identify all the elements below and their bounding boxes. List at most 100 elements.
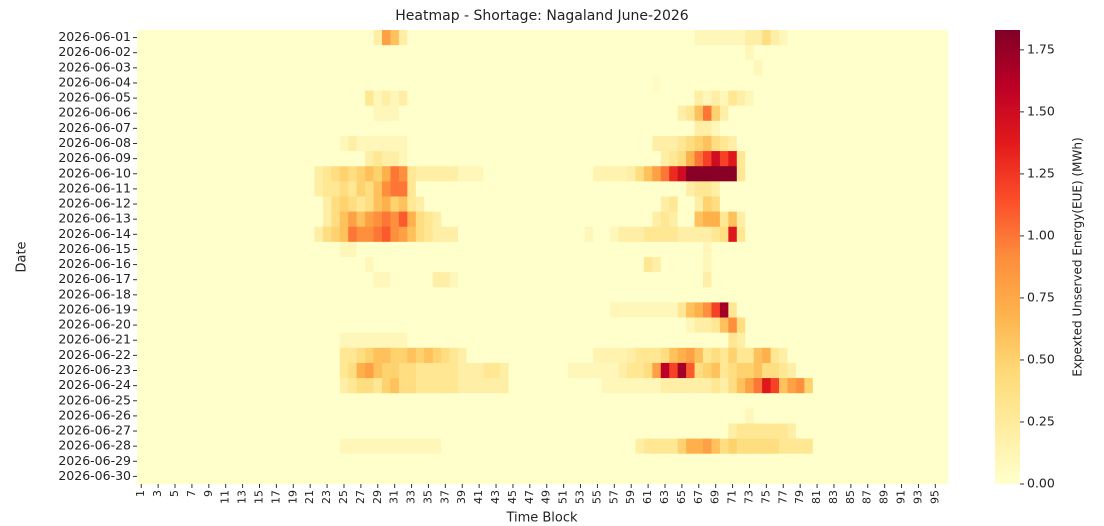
cell <box>305 408 315 424</box>
cell <box>652 45 662 61</box>
cell <box>542 378 552 394</box>
cell <box>517 438 527 455</box>
cell <box>838 257 848 273</box>
cell <box>601 408 611 424</box>
cell <box>888 332 898 349</box>
cell <box>584 45 594 61</box>
cell <box>584 317 594 334</box>
cell <box>466 226 476 243</box>
cell <box>880 90 890 107</box>
cell <box>559 151 569 167</box>
cell <box>677 45 687 61</box>
cell <box>567 378 577 394</box>
cell <box>424 30 434 46</box>
cell <box>322 468 332 485</box>
cell <box>719 287 729 303</box>
cell <box>491 257 501 273</box>
cell <box>213 453 222 470</box>
cell <box>280 151 290 167</box>
cell <box>255 378 265 394</box>
cell <box>449 120 459 137</box>
cell <box>398 135 408 152</box>
cell <box>618 378 628 394</box>
cell <box>610 468 619 485</box>
cell <box>762 196 771 212</box>
cell <box>432 120 442 137</box>
cell <box>905 90 915 107</box>
cell <box>331 196 341 212</box>
cell <box>365 60 374 76</box>
cell <box>838 196 848 212</box>
cell <box>272 468 282 485</box>
cell <box>348 287 358 303</box>
cell <box>871 75 881 91</box>
cell <box>356 393 366 409</box>
cell <box>593 151 603 167</box>
cell <box>331 120 341 137</box>
cell <box>204 181 214 197</box>
cell <box>559 90 569 107</box>
cell <box>137 151 146 167</box>
cell <box>179 120 189 137</box>
cell <box>635 317 645 334</box>
cell <box>821 196 831 212</box>
cell <box>643 317 653 334</box>
cell <box>390 90 400 107</box>
cell <box>711 196 721 212</box>
cell <box>145 211 155 228</box>
cell <box>162 423 172 439</box>
cell <box>398 257 408 273</box>
cell <box>449 393 459 409</box>
cell <box>314 362 324 379</box>
cell <box>424 120 434 137</box>
cell <box>424 438 434 455</box>
cell <box>373 135 383 152</box>
cell <box>660 120 670 137</box>
cell <box>618 151 628 167</box>
cell <box>618 423 628 439</box>
cell <box>770 166 780 182</box>
cell <box>289 302 298 318</box>
cell <box>441 120 450 137</box>
cell <box>187 317 197 334</box>
y-tick-label: 2026-06-28 <box>58 438 131 453</box>
cell <box>939 423 949 439</box>
cell <box>643 302 653 318</box>
cell <box>728 347 738 364</box>
cell <box>677 257 687 273</box>
cell <box>635 378 645 394</box>
cell <box>686 105 695 122</box>
cell <box>779 45 788 61</box>
cell <box>593 211 603 228</box>
cell <box>542 453 552 470</box>
cell <box>280 257 290 273</box>
cell <box>483 30 493 46</box>
cell <box>914 60 924 76</box>
cell <box>711 105 721 122</box>
cell <box>356 347 366 364</box>
cell <box>787 90 797 107</box>
cell <box>922 302 932 318</box>
cell <box>550 332 560 349</box>
cell <box>508 287 518 303</box>
cell <box>863 75 873 91</box>
cells <box>137 30 949 485</box>
cell <box>855 60 864 76</box>
cell <box>339 211 349 228</box>
cell <box>660 272 670 288</box>
cell <box>719 468 729 485</box>
cell <box>660 226 670 243</box>
cell <box>407 181 417 197</box>
cell <box>686 347 695 364</box>
x-tick-label: 3 <box>151 490 164 497</box>
cell <box>356 378 366 394</box>
cell <box>204 287 214 303</box>
cell <box>584 226 594 243</box>
cell <box>213 75 222 91</box>
cell <box>466 120 476 137</box>
cell <box>137 135 146 152</box>
cell <box>542 135 552 152</box>
cell <box>221 30 231 46</box>
cell <box>263 30 273 46</box>
cell <box>618 45 628 61</box>
